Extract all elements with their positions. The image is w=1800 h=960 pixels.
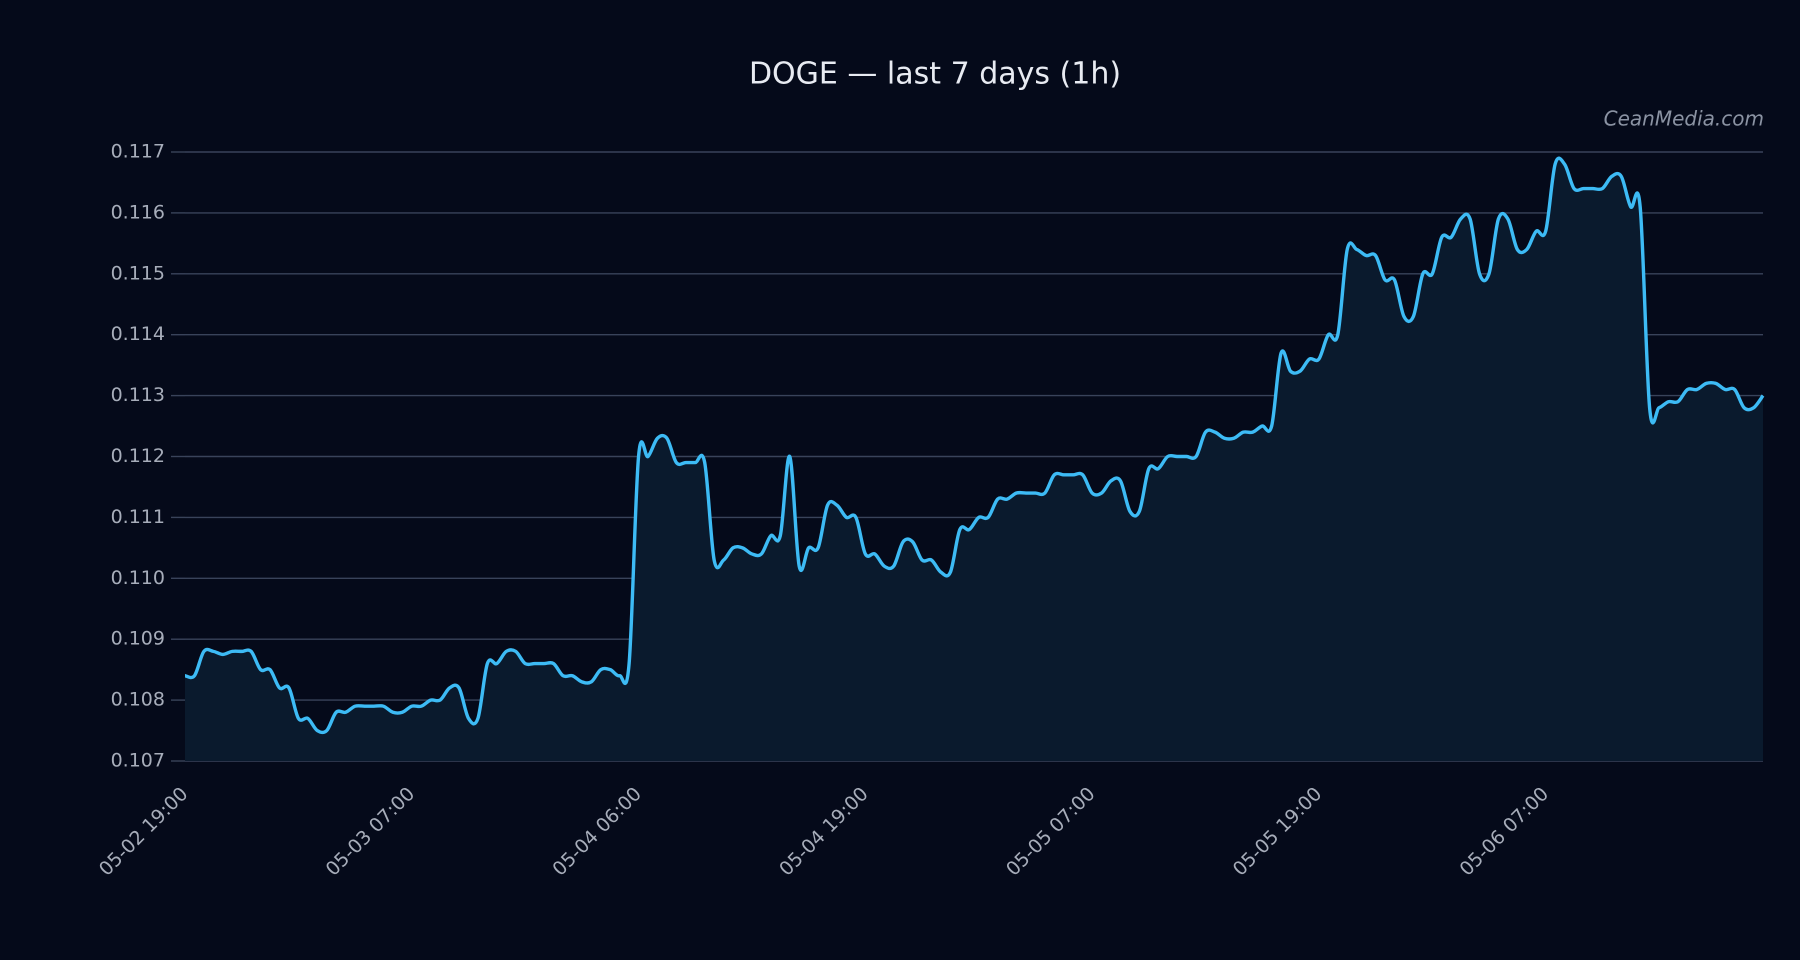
chart-title: DOGE — last 7 days (1h) <box>749 57 1121 92</box>
y-tick-label: 0.116 <box>111 201 165 223</box>
y-tick-label: 0.110 <box>111 567 165 589</box>
y-tick-label: 0.108 <box>111 689 165 711</box>
y-tick-label: 0.115 <box>111 262 165 284</box>
y-tick-label: 0.114 <box>111 323 165 345</box>
watermark: CeanMedia.com <box>1604 107 1764 131</box>
y-tick-label: 0.113 <box>111 384 165 406</box>
y-tick-label: 0.112 <box>111 445 165 467</box>
y-tick-label: 0.111 <box>111 506 165 528</box>
area <box>185 158 1763 761</box>
y-tick-label: 0.107 <box>111 750 165 772</box>
price-line <box>184 156 1765 735</box>
y-tick-label: 0.117 <box>111 141 165 163</box>
y-tick-label: 0.109 <box>111 628 165 650</box>
